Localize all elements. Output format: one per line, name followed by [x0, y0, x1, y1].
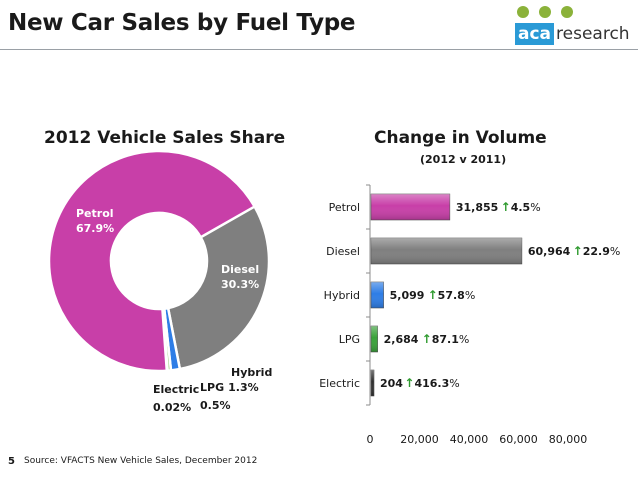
- pie-label-hybrid-value: 1.3%: [228, 381, 259, 394]
- aca-research-logo: aca research: [515, 6, 633, 46]
- bar-electric: [370, 369, 375, 397]
- page-title: New Car Sales by Fuel Type: [8, 10, 356, 36]
- pie-slice-petrol: [47, 149, 257, 373]
- pie-label-petrol-name: Petrol: [76, 207, 114, 220]
- bar-change-unit: %: [530, 201, 540, 214]
- page-number: 5: [8, 456, 15, 467]
- up-arrow-icon: ↑: [422, 332, 432, 346]
- pie-label-petrol: Petrol 67.9%: [76, 206, 114, 236]
- bar-x-tick-label: 20,000: [400, 433, 439, 446]
- pie-label-diesel-value: 30.3%: [221, 278, 260, 291]
- logo-aca: aca: [515, 23, 555, 45]
- logo-research: research: [556, 24, 630, 44]
- bar-change-label-hybrid: ↑57.8%: [428, 288, 476, 302]
- bar-lpg: [370, 325, 378, 353]
- pie-slice-lpg: [161, 307, 173, 373]
- bar-diesel: [370, 237, 523, 265]
- bar-shade-petrol: [371, 194, 450, 220]
- bar-petrol: [370, 193, 451, 221]
- logo-dot: [561, 6, 573, 18]
- bar-value-label-diesel: 60,964: [528, 245, 571, 258]
- pie-label-hybrid: Hybrid1.3%: [218, 365, 272, 380]
- source-note: Source: VFACTS New Vehicle Sales, Decemb…: [24, 456, 258, 466]
- bar-value-label-lpg: 2,684: [384, 333, 419, 346]
- bar-category-label-hybrid: Hybrid: [324, 289, 360, 302]
- bar-change-value: 416.3: [414, 377, 449, 390]
- bar-hybrid: [370, 281, 384, 309]
- bar-x-tick-label: 0: [367, 433, 374, 446]
- up-arrow-icon: ↑: [501, 200, 511, 214]
- up-arrow-icon: ↑: [573, 244, 583, 258]
- bar-change-value: 4.5: [511, 201, 531, 214]
- logo-dot: [539, 6, 551, 18]
- bar-shade-lpg: [371, 326, 378, 352]
- logo-dots: [515, 6, 633, 20]
- pie-label-lpg-value: 0.5%: [200, 399, 231, 412]
- pie-label-petrol-value: 67.9%: [76, 222, 115, 235]
- bar-value-label-electric: 204: [380, 377, 403, 390]
- bar-change-label-lpg: ↑87.1%: [422, 332, 470, 346]
- bar-change-value: 87.1: [432, 333, 459, 346]
- bar-shade-hybrid: [371, 282, 384, 308]
- pie-label-diesel: Diesel 30.3%: [221, 262, 259, 292]
- bar-change-value: 22.9: [583, 245, 610, 258]
- pie-label-lpg: LPG 1.3% 0.5%: [200, 380, 259, 413]
- bar-shade-diesel: [371, 238, 522, 264]
- pie-label-electric: Electric 0.02%: [153, 382, 199, 415]
- pie-label-lpg-name: LPG: [200, 381, 225, 394]
- bar-change-value: 57.8: [438, 289, 465, 302]
- pie-label-electric-value: 0.02%: [153, 401, 192, 414]
- up-arrow-icon: ↑: [428, 288, 438, 302]
- bar-change-unit: %: [459, 333, 469, 346]
- up-arrow-icon: ↑: [404, 376, 414, 390]
- pie-chart-title: 2012 Vehicle Sales Share: [44, 128, 286, 148]
- pie-slice-hybrid: [162, 306, 182, 372]
- bar-change-label-petrol: ↑4.5%: [501, 200, 541, 214]
- bar-value-label-petrol: 31,855: [456, 201, 498, 214]
- bar-x-tick-label: 80,000: [549, 433, 588, 446]
- bar-change-unit: %: [610, 245, 620, 258]
- bar-category-label-petrol: Petrol: [329, 201, 360, 214]
- bar-x-tick-label: 40,000: [450, 433, 489, 446]
- bar-value-label-hybrid: 5,099: [390, 289, 425, 302]
- bar-x-tick-label: 60,000: [499, 433, 538, 446]
- bar-category-label-diesel: Diesel: [326, 245, 360, 258]
- bar-change-label-electric: ↑416.3%: [404, 376, 459, 390]
- pie-label-electric-name: Electric: [153, 383, 200, 396]
- title-divider: [0, 49, 638, 50]
- bar-category-label-lpg: LPG: [339, 333, 360, 346]
- logo-dot: [517, 6, 529, 18]
- bar-chart-subtitle: (2012 v 2011): [420, 153, 507, 166]
- bar-change-label-diesel: ↑22.9%: [573, 244, 621, 258]
- bar-change-unit: %: [465, 289, 475, 302]
- bar-change-unit: %: [449, 377, 459, 390]
- pie-label-diesel-name: Diesel: [221, 263, 260, 276]
- logo-wordmark: aca research: [515, 23, 630, 45]
- bar-category-label-electric: Electric: [319, 377, 360, 390]
- pie-slice-electric: [161, 307, 169, 373]
- bar-shade-electric: [371, 370, 374, 396]
- bar-chart-title: Change in Volume: [374, 128, 547, 148]
- pie-label-hybrid-name: Hybrid: [231, 366, 273, 379]
